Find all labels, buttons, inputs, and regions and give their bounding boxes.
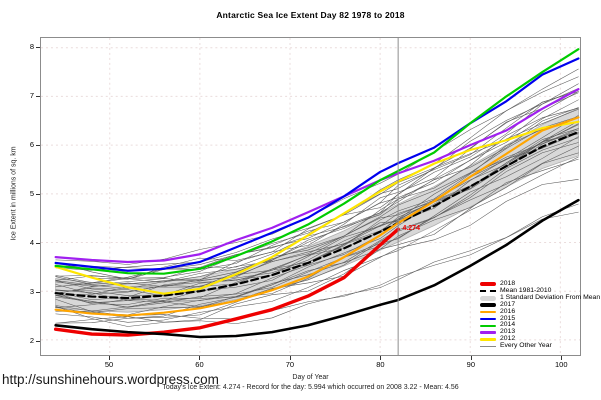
x-tick-label: 80 [376, 360, 385, 369]
y-tick-label: 8 [29, 41, 34, 51]
legend-swatch-icon [480, 317, 496, 321]
x-tick-label: 60 [195, 360, 204, 369]
x-tick-label: 70 [285, 360, 295, 369]
chart-title: Antarctic Sea Ice Extent Day 82 1978 to … [216, 10, 405, 20]
legend-item: 2013 [480, 328, 590, 336]
x-axis-title: Day of Year [292, 374, 329, 381]
legend: 2018 Mean 1981-2010 1 Standard Deviation F… [480, 280, 600, 350]
legend-item-label: Every Other Year [500, 342, 552, 350]
legend-item-label: Mean 1981-2010 [500, 286, 552, 294]
y-tick-label: 6 [29, 139, 34, 149]
legend-swatch-icon [480, 338, 496, 341]
x-tick-mark [109, 356, 111, 360]
legend-item: Every Other Year [480, 342, 590, 350]
legend-item-label: 2013 [500, 328, 516, 336]
legend-swatch-icon [480, 282, 496, 287]
y-tick-mark [36, 291, 40, 293]
y-tick-label: 5 [29, 188, 34, 198]
legend-item: 2015 [480, 315, 590, 322]
x-tick-mark [380, 356, 382, 360]
y-axis-title: Ice Extent in millions of sq. km [10, 146, 18, 241]
legend-item-label: 2015 [500, 314, 516, 322]
x-tick-mark [470, 356, 472, 360]
legend-item-label: 2012 [500, 335, 516, 343]
current-value-annotation: 4.274 [402, 225, 420, 233]
y-tick-label: 7 [29, 90, 34, 100]
legend-item: 2012 [480, 335, 590, 343]
legend-swatch-icon [480, 310, 496, 314]
legend-swatch-icon [480, 345, 496, 347]
y-tick-mark [36, 144, 40, 146]
x-tick-mark [561, 356, 563, 360]
y-tick-label: 3 [29, 286, 34, 296]
legend-item-label: 1 Standard Deviation From Mean [500, 293, 601, 301]
y-tick-mark [36, 340, 40, 342]
x-tick-label: 90 [466, 360, 475, 369]
legend-swatch-icon [480, 331, 496, 334]
y-tick-mark [36, 193, 40, 195]
legend-item-label: 2016 [500, 307, 516, 315]
legend-item: Mean 1981-2010 [480, 286, 590, 295]
y-tick-label: 2 [29, 335, 34, 345]
y-tick-mark [36, 46, 40, 48]
legend-item-label: 2017 [500, 300, 516, 308]
legend-swatch-icon [480, 303, 496, 308]
legend-item-label: 2018 [500, 280, 516, 288]
legend-item: 2016 [480, 307, 590, 316]
legend-item: 2014 [480, 322, 590, 329]
x-tick-label: 100 [555, 360, 568, 369]
y-tick-mark [36, 242, 40, 244]
legend-item: 1 Standard Deviation From Mean [480, 294, 600, 302]
legend-swatch-icon [480, 290, 496, 293]
x-tick-label: 50 [104, 360, 114, 369]
plot-frame [40, 37, 581, 356]
legend-swatch-icon [480, 324, 496, 328]
x-tick-mark [199, 356, 201, 360]
y-tick-label: 4 [29, 237, 34, 247]
x-tick-mark [289, 356, 291, 360]
legend-item-label: 2014 [500, 321, 516, 329]
legend-item: 2018 [480, 280, 590, 288]
chart-caption: Today's Ice Extent: 4.274 - Record for t… [162, 384, 459, 391]
y-tick-mark [36, 95, 40, 97]
url-watermark: http://sunshinehours.wordpress.com [2, 372, 219, 387]
legend-swatch-icon [480, 295, 496, 301]
legend-item: 2017 [480, 300, 590, 309]
